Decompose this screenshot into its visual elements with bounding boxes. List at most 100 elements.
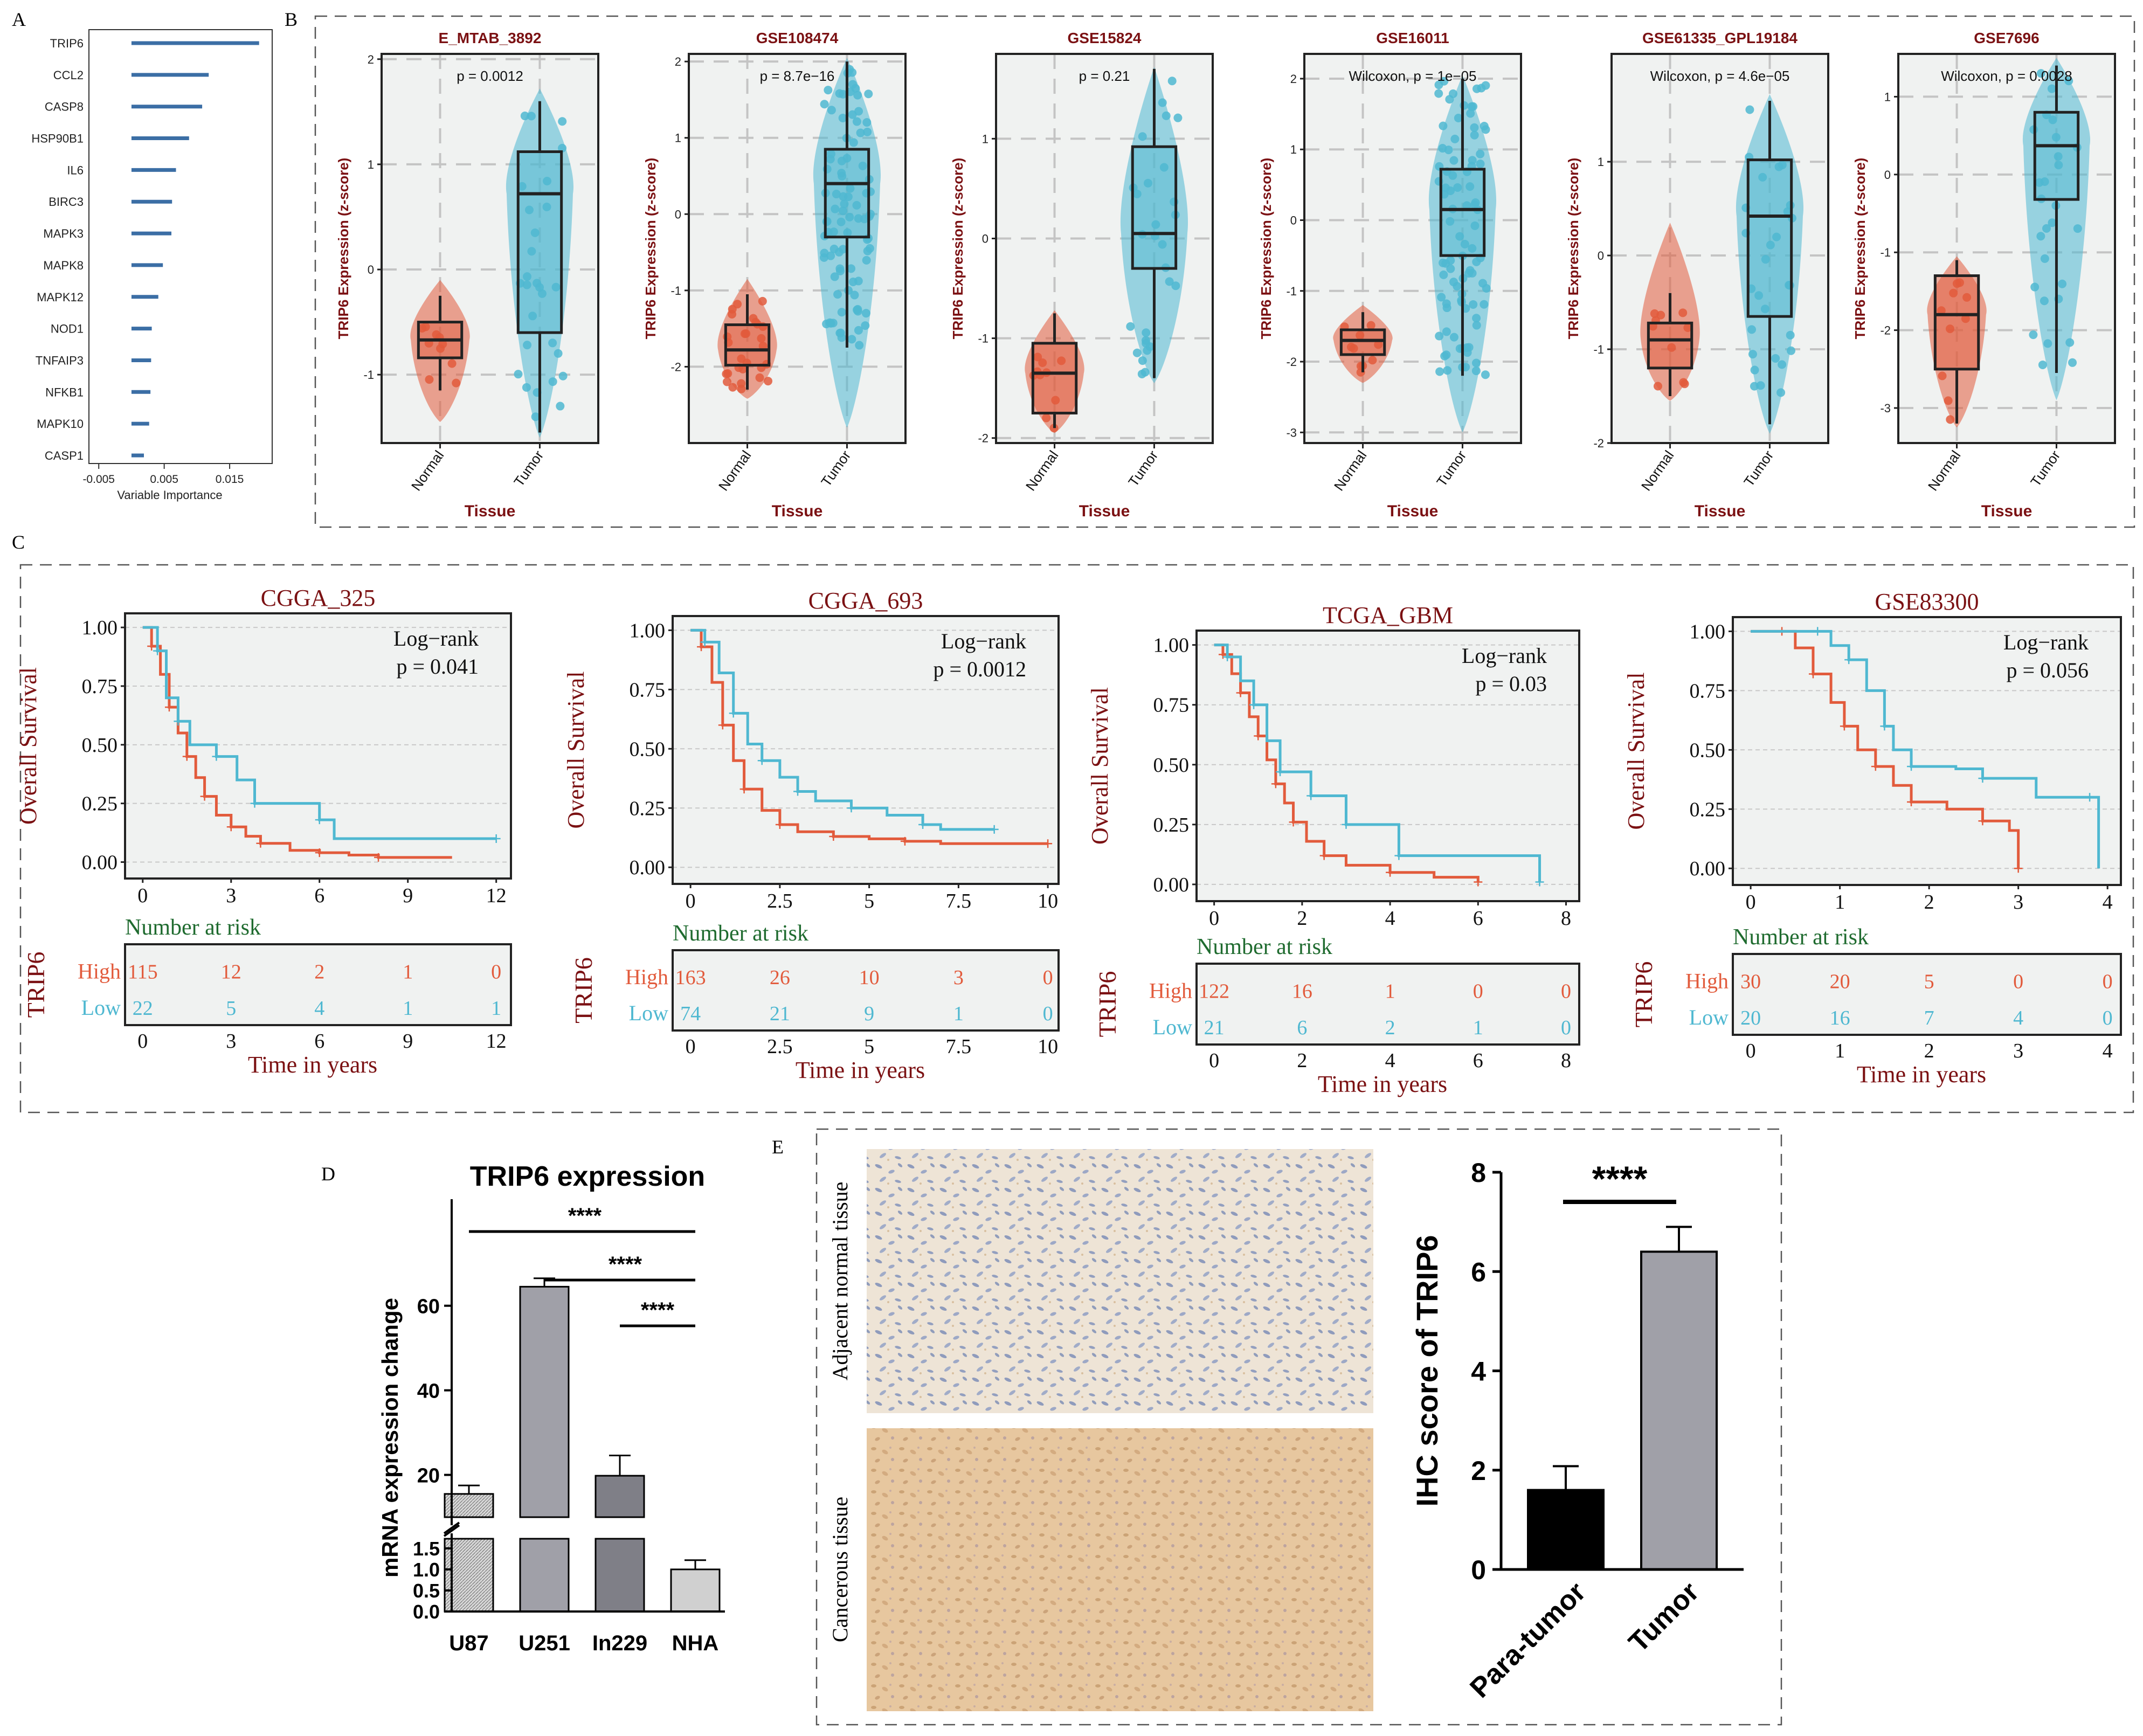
panel-c-censor-mark xyxy=(1907,762,1916,771)
ihc-image-normal xyxy=(867,1149,1373,1413)
panel-c-risk-row-label-low: Low xyxy=(81,995,121,1020)
panel-c-logrank-label: Log−rank xyxy=(393,626,479,651)
panel-b-data-point xyxy=(528,312,537,321)
panel-b-data-point xyxy=(1366,321,1375,330)
panel-b-subplot-title: E_MTAB_3892 xyxy=(439,30,542,46)
panel-b-data-point xyxy=(831,204,840,213)
panel-b-data-point xyxy=(1464,343,1474,352)
panel-b-data-point xyxy=(524,205,534,215)
panel-c-risk-x-tick-label: 0 xyxy=(137,1030,148,1053)
panel-b-data-point xyxy=(1937,306,1946,315)
panel-b-data-point xyxy=(425,375,434,384)
panel-c-y-tick-label: 1.00 xyxy=(1153,634,1190,657)
panel-b-data-point xyxy=(1033,352,1042,362)
panel-b-subplot-title: GSE108474 xyxy=(756,30,839,46)
panel-b-data-point xyxy=(421,322,430,331)
panel-b-y-tick-label: -2 xyxy=(670,360,681,374)
panel-c-risk-count-high: 12 xyxy=(221,961,241,984)
panel-b-data-point xyxy=(847,264,856,273)
panel-b-data-point xyxy=(1441,183,1450,192)
panel-b-data-point xyxy=(848,80,858,89)
panel-c-plot-background xyxy=(673,616,1059,884)
panel-d-bar-upper xyxy=(594,1475,645,1518)
panel-c-risk-count-high: 0 xyxy=(1561,980,1571,1003)
panel-c-censor-mark xyxy=(718,721,727,730)
panel-c-censor-mark xyxy=(1271,779,1280,789)
panel-b-box-normal xyxy=(1647,321,1693,370)
panel-c-censor-mark xyxy=(1254,731,1263,741)
panel-b-data-point xyxy=(1449,89,1458,98)
panel-b-data-point xyxy=(1368,356,1377,365)
panel-b-data-point xyxy=(1449,278,1458,287)
panel-b-data-point xyxy=(558,371,568,381)
panel-b-data-point xyxy=(1057,356,1066,365)
panel-c-censor-mark xyxy=(492,834,501,843)
panel-b-data-point xyxy=(2065,338,2075,347)
panel-c-censor-mark xyxy=(2085,793,2094,802)
panel-c-risk-count-high: 0 xyxy=(2013,971,2023,993)
panel-c-risk-x-tick-label: 6 xyxy=(314,1030,324,1053)
panel-b-data-point xyxy=(1481,81,1490,90)
panel-d-y-tick-label: 0.0 xyxy=(413,1601,440,1623)
panel-c-x-axis-label: Time in years xyxy=(248,1052,377,1078)
panel-a-category-label: NOD1 xyxy=(51,322,84,336)
panel-c-y-tick-label: 0.25 xyxy=(630,797,666,820)
panel-a-importance-chart: TRIP6 CCL2 CASP8 HSP90B1 IL6 BIRC3 MAPK3 MAPK8 M… xyxy=(31,29,273,502)
panel-b-data-point xyxy=(2048,115,2057,125)
panel-c-censor-mark xyxy=(1236,688,1245,697)
panel-a-axes-frame xyxy=(88,29,273,464)
panel-c-y-tick-label: 0.00 xyxy=(82,852,118,874)
panel-b-y-tick-label: 2 xyxy=(368,53,374,66)
panel-b-data-point xyxy=(1946,324,1955,334)
panel-c-survival-plots: 0.000.250.500.751.000 3 6 9 12CGGA_325Log−ra… xyxy=(15,585,2122,1097)
panel-b-data-point xyxy=(1434,80,1443,89)
panel-c-censor-mark xyxy=(1813,627,1822,636)
panel-c-risk-x-tick-label: 7.5 xyxy=(946,1035,972,1058)
panel-b-pvalue: Wilcoxon, p = 4.6e−05 xyxy=(1650,68,1790,84)
panel-b-data-point xyxy=(1442,327,1451,336)
panel-c-censor-mark xyxy=(256,839,265,848)
panel-c-x-tick-label: 3 xyxy=(226,884,236,907)
panel-c-censor-mark xyxy=(1043,839,1053,848)
panel-b-data-point xyxy=(848,110,857,119)
panel-c-risk-x-tick-label: 2 xyxy=(1297,1049,1307,1072)
panel-b-x-tick-label: Normal xyxy=(1925,447,1964,494)
panel-b-data-point xyxy=(548,377,557,386)
panel-b-data-point xyxy=(531,412,540,421)
panel-b-subplot-title: GSE61335_GPL19184 xyxy=(1642,30,1798,46)
panel-b-x-tick-label: Tumor xyxy=(1125,447,1161,489)
panel-b-data-point xyxy=(1653,382,1662,391)
panel-a-category-label: HSP90B1 xyxy=(31,132,84,146)
panel-b-data-point xyxy=(728,310,737,319)
panel-c-x-tick-label: 2.5 xyxy=(767,890,793,912)
panel-b-data-point xyxy=(1772,232,1781,241)
panel-b-data-point xyxy=(1750,382,1759,391)
panel-b-data-point xyxy=(858,161,867,170)
panel-c-risk-row-label-high: High xyxy=(78,959,121,984)
panel-b-data-point xyxy=(2068,358,2077,367)
panel-b-data-point xyxy=(846,184,855,193)
panel-e-bar xyxy=(1640,1250,1718,1571)
panel-c-censor-mark xyxy=(990,825,999,834)
panel-c-risk-row-label-low: Low xyxy=(1153,1015,1192,1039)
panel-a-x-tick-label: 0.015 xyxy=(216,473,244,486)
panel-b-data-point xyxy=(1455,232,1464,241)
panel-c-risk-row-label-high: High xyxy=(1149,979,1192,1003)
panel-d-significance-stars: **** xyxy=(609,1253,642,1276)
panel-c-y-tick-label: 0.50 xyxy=(630,738,666,760)
panel-c-censor-mark xyxy=(757,756,766,765)
panel-c-pvalue: p = 0.056 xyxy=(2006,658,2089,682)
panel-c-plot-background xyxy=(1733,617,2121,885)
panel-c-y-tick-label: 0.75 xyxy=(1690,680,1726,702)
panel-b-data-point xyxy=(1440,351,1449,361)
panel-a-category-label: MAPK12 xyxy=(37,291,84,304)
panel-c-censor-mark xyxy=(829,832,838,841)
panel-b-data-point xyxy=(1683,323,1692,332)
panel-d-category-label: U87 xyxy=(449,1631,488,1655)
panel-c-y-axis-label: Overall Survival xyxy=(1623,672,1649,829)
panel-c-censor-mark xyxy=(1808,669,1817,679)
panel-b-data-point xyxy=(2054,152,2063,161)
panel-b-data-point xyxy=(1961,314,1970,323)
panel-c-survival-curve-low xyxy=(1214,644,1541,882)
panel-a-category-label: BIRC3 xyxy=(49,195,84,209)
